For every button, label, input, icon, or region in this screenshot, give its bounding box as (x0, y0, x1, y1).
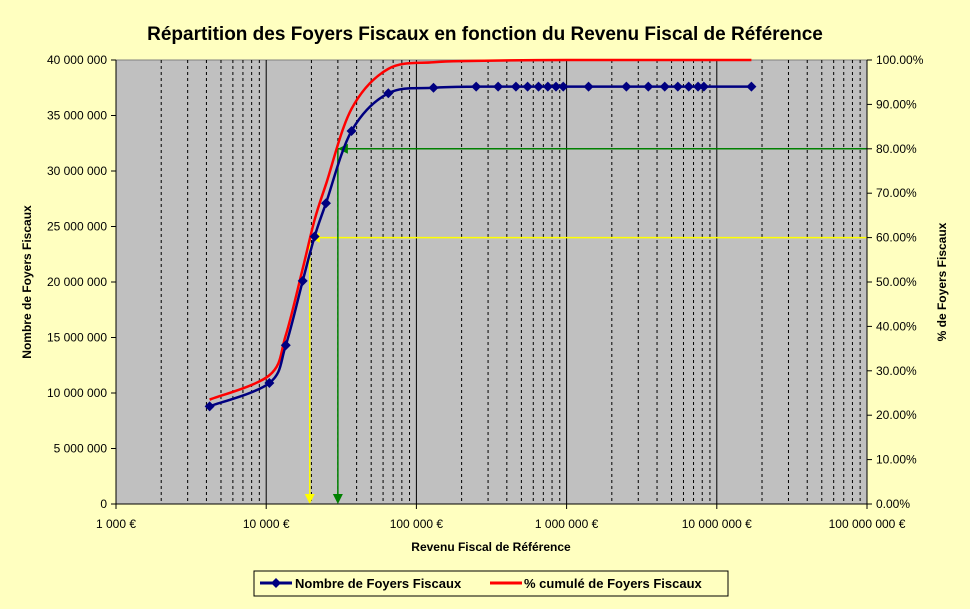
series-cumulative-line (209, 58, 752, 401)
series-count-point (698, 81, 709, 92)
chart-title: Répartition des Foyers Fiscaux en foncti… (147, 24, 823, 45)
series-count-point (320, 198, 331, 209)
y2-tick-label: 10.00% (876, 453, 917, 467)
series-count-point (309, 231, 320, 242)
y2-tick-label: 90.00% (876, 97, 917, 111)
axis-layer: 1 000 € 10 000 € 100 000 € 1 000 000 € 10 00… (47, 53, 924, 531)
y-tick-label: 30 000 000 (47, 164, 107, 178)
plot-area (115, 59, 868, 505)
series-count-point (542, 81, 553, 92)
series-count-point (746, 81, 757, 92)
x-tick-label: 100 000 000 € (829, 517, 906, 531)
y2-tick-label: 60.00% (876, 231, 917, 245)
series-count-point (510, 81, 521, 92)
x-tick-label: 1 000 € (96, 517, 136, 531)
series-count-point (550, 81, 561, 92)
x-tick-label: 10 000 000 € (682, 517, 752, 531)
series-count-point (346, 126, 357, 137)
y2-tick-label: 70.00% (876, 186, 917, 200)
y-tick-label: 20 000 000 (47, 275, 107, 289)
series-count-point (428, 82, 439, 93)
x-tick-label: 100 000 € (390, 517, 444, 531)
x-axis-title: Revenu Fiscal de Référence (411, 540, 571, 554)
series-count-point (693, 81, 704, 92)
y2-tick-label: 80.00% (876, 142, 917, 156)
annotation-layer (304, 143, 867, 504)
series-count-point (672, 81, 683, 92)
series-count-point (558, 81, 569, 92)
series-count-point (643, 81, 654, 92)
y2-tick-label: 100.00% (876, 53, 924, 67)
y2-tick-label: 40.00% (876, 319, 917, 333)
series-count-point (659, 81, 670, 92)
y2-tick-label: 30.00% (876, 364, 917, 378)
series-count-point (264, 378, 275, 389)
series-count-point (280, 340, 291, 351)
series-count-point (493, 81, 504, 92)
y-tick-label: 25 000 000 (47, 220, 107, 234)
y-tick-label: 40 000 000 (47, 53, 107, 67)
y-tick-label: 5 000 000 (54, 442, 108, 456)
series-count-point (383, 88, 394, 99)
annotation-arrow-down (304, 494, 315, 504)
y2-tick-label: 50.00% (876, 275, 917, 289)
series-count-point (683, 81, 694, 92)
series-count-point (583, 81, 594, 92)
legend-label-pct: % cumulé de Foyers Fiscaux (524, 576, 703, 591)
annotation-arrow-down (332, 494, 343, 504)
y-tick-label: 10 000 000 (47, 386, 107, 400)
y-tick-label: 15 000 000 (47, 331, 107, 345)
x-tick-label: 1 000 000 € (535, 517, 599, 531)
series-count-point (204, 401, 215, 412)
series-count-point (522, 81, 533, 92)
series-layer (204, 58, 757, 412)
y-tick-label: 0 (100, 497, 107, 511)
series-count-point (297, 275, 308, 286)
legend-marker-count (271, 578, 281, 588)
y2-tick-label: 0.00% (876, 497, 910, 511)
series-count-point (471, 81, 482, 92)
y2-axis-title: % de Foyers Fiscaux (935, 222, 949, 341)
legend: Nombre de Foyers Fiscaux % cumulé de Foy… (253, 570, 729, 597)
grid-layer (160, 60, 861, 504)
y-tick-label: 35 000 000 (47, 109, 107, 123)
x-tick-label: 10 000 € (243, 517, 290, 531)
series-count-point (621, 81, 632, 92)
series-count-point (533, 81, 544, 92)
y-axis-title: Nombre de Foyers Fiscaux (20, 205, 34, 359)
legend-label-count: Nombre de Foyers Fiscaux (295, 576, 462, 591)
y2-tick-label: 20.00% (876, 408, 917, 422)
